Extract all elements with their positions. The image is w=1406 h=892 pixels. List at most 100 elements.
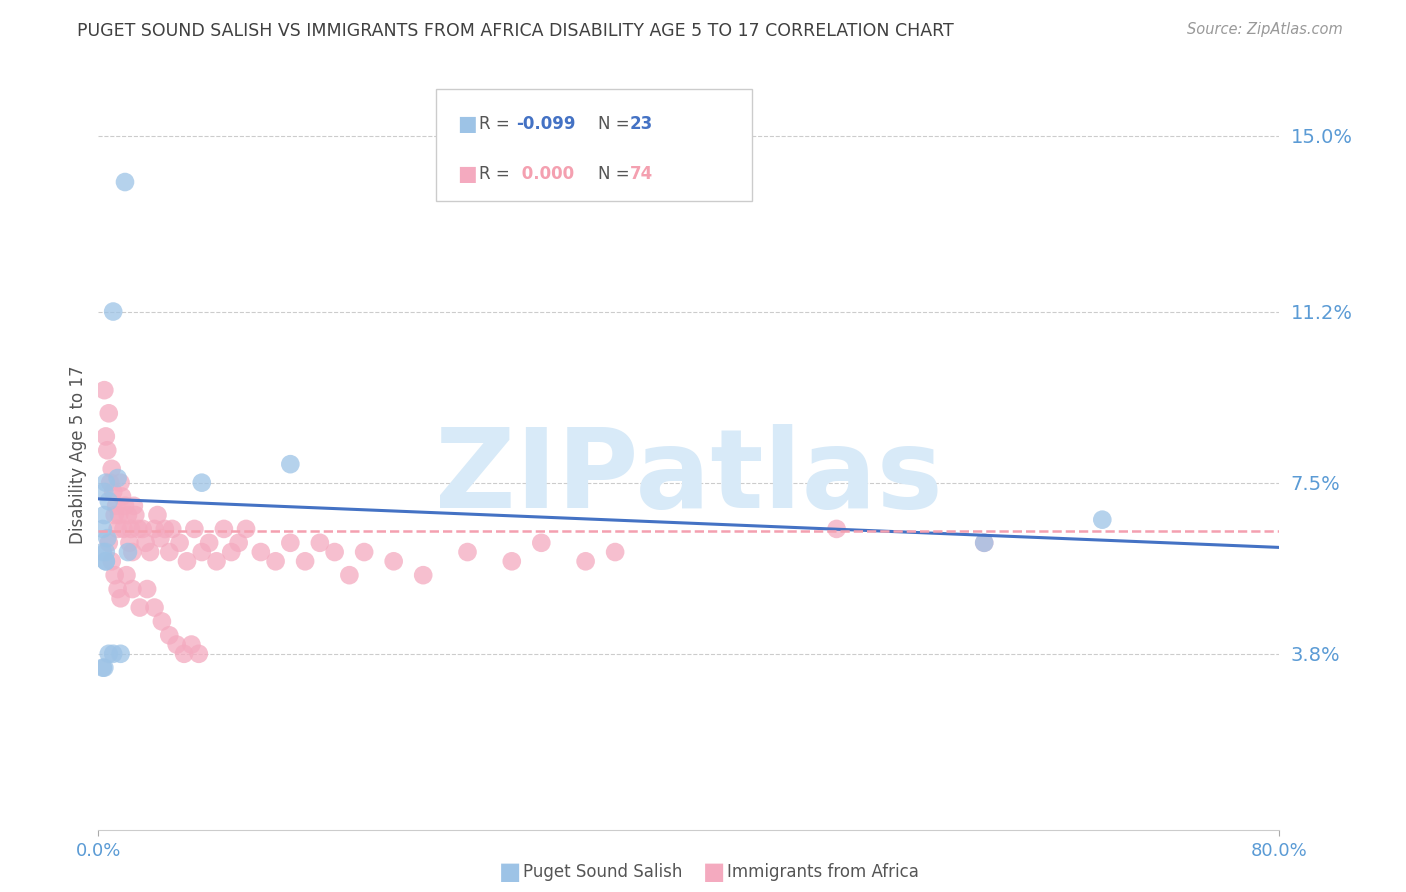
Text: ■: ■: [457, 163, 477, 184]
Point: [91, 661, 114, 675]
Text: ■: ■: [457, 114, 477, 135]
Point: [94, 554, 117, 568]
Text: Puget Sound Salish: Puget Sound Salish: [523, 863, 682, 881]
Point: [91, 522, 114, 536]
Point: [530, 536, 553, 550]
Point: [97, 647, 120, 661]
Point: [973, 536, 995, 550]
Point: [110, 475, 132, 490]
Point: [825, 522, 848, 536]
Point: [353, 545, 375, 559]
Point: [132, 522, 155, 536]
Point: [228, 536, 250, 550]
Point: [605, 545, 627, 559]
Point: [114, 175, 136, 189]
Point: [205, 554, 228, 568]
Point: [176, 554, 198, 568]
Point: [105, 499, 128, 513]
Point: [96, 443, 118, 458]
Point: [107, 582, 129, 596]
Point: [501, 554, 523, 568]
Point: [309, 536, 332, 550]
Point: [108, 508, 131, 522]
Point: [94, 545, 117, 559]
Point: [110, 647, 132, 661]
Point: [162, 522, 183, 536]
Point: [93, 508, 115, 522]
Text: R =: R =: [479, 165, 516, 183]
Point: [150, 615, 173, 629]
Point: [180, 638, 202, 652]
Point: [104, 568, 127, 582]
Point: [117, 508, 139, 522]
Point: [143, 600, 166, 615]
Point: [294, 554, 316, 568]
Point: [118, 536, 141, 550]
Point: [94, 554, 117, 568]
Point: [97, 536, 120, 550]
Point: [153, 522, 176, 536]
Point: [93, 661, 115, 675]
Text: PUGET SOUND SALISH VS IMMIGRANTS FROM AFRICA DISABILITY AGE 5 TO 17 CORRELATION : PUGET SOUND SALISH VS IMMIGRANTS FROM AF…: [77, 22, 955, 40]
Text: ■: ■: [499, 861, 522, 884]
Point: [173, 647, 195, 661]
Point: [143, 522, 166, 536]
Point: [221, 545, 243, 559]
Point: [111, 490, 134, 504]
Text: N =: N =: [598, 165, 634, 183]
Point: [139, 545, 162, 559]
Point: [103, 647, 125, 661]
Point: [110, 591, 132, 606]
Point: [93, 484, 115, 499]
Point: [128, 600, 150, 615]
Text: 74: 74: [630, 165, 654, 183]
Text: 23: 23: [630, 115, 654, 134]
Point: [212, 522, 235, 536]
Point: [117, 545, 139, 559]
Point: [94, 475, 117, 490]
Point: [96, 531, 118, 545]
Point: [98, 475, 121, 490]
Point: [323, 545, 346, 559]
Point: [235, 522, 257, 536]
Text: R =: R =: [479, 115, 516, 134]
Point: [114, 499, 136, 513]
Point: [97, 494, 120, 508]
Point: [115, 568, 138, 582]
Point: [121, 545, 143, 559]
Point: [191, 475, 214, 490]
Point: [107, 522, 129, 536]
Point: [280, 536, 302, 550]
Point: [122, 499, 145, 513]
Text: -0.099: -0.099: [516, 115, 575, 134]
Point: [100, 554, 122, 568]
Point: [136, 582, 159, 596]
Point: [575, 554, 598, 568]
Point: [183, 522, 205, 536]
Point: [107, 471, 129, 485]
Point: [149, 531, 172, 545]
Point: [146, 508, 169, 522]
Point: [135, 536, 157, 550]
Point: [382, 554, 405, 568]
Point: [97, 406, 120, 420]
Point: [104, 508, 127, 522]
Point: [166, 638, 188, 652]
Point: [169, 536, 191, 550]
Point: [198, 536, 221, 550]
Point: [127, 522, 149, 536]
Text: 0.000: 0.000: [516, 165, 574, 183]
Text: N =: N =: [598, 115, 634, 134]
Point: [264, 554, 287, 568]
Point: [1091, 513, 1114, 527]
Point: [91, 545, 114, 559]
Point: [121, 582, 143, 596]
Point: [457, 545, 479, 559]
Text: ZIPatlas: ZIPatlas: [434, 424, 943, 531]
Point: [94, 429, 117, 443]
Point: [157, 628, 180, 642]
Point: [412, 568, 434, 582]
Point: [973, 536, 995, 550]
Point: [120, 522, 142, 536]
Point: [191, 545, 214, 559]
